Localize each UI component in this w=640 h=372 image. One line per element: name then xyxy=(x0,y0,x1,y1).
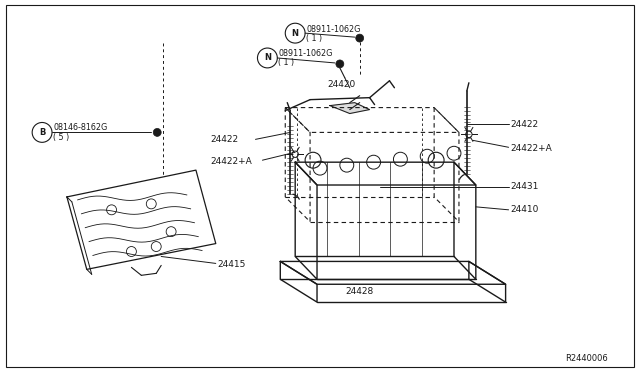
Text: ( 5 ): ( 5 ) xyxy=(53,133,69,142)
Text: R2440006: R2440006 xyxy=(565,354,608,363)
Text: 08911-1062G: 08911-1062G xyxy=(278,49,333,58)
Text: 24422+A: 24422+A xyxy=(511,144,552,153)
Text: ( 1 ): ( 1 ) xyxy=(278,58,294,67)
Text: 24415: 24415 xyxy=(218,260,246,269)
Text: 24428: 24428 xyxy=(346,287,374,296)
Text: 24431: 24431 xyxy=(511,183,539,192)
Text: 24420: 24420 xyxy=(327,80,355,89)
Text: N: N xyxy=(292,29,299,38)
Text: 08146-8162G: 08146-8162G xyxy=(53,123,108,132)
Circle shape xyxy=(356,34,364,42)
Circle shape xyxy=(153,128,161,137)
Text: 24422: 24422 xyxy=(511,120,539,129)
Text: 24410: 24410 xyxy=(511,205,539,214)
Text: B: B xyxy=(39,128,45,137)
Text: 08911-1062G: 08911-1062G xyxy=(306,25,360,34)
Text: N: N xyxy=(264,54,271,62)
Text: ( 1 ): ( 1 ) xyxy=(306,33,322,43)
Text: 24422+A: 24422+A xyxy=(211,157,253,166)
Polygon shape xyxy=(330,103,370,113)
Circle shape xyxy=(336,60,344,68)
Text: 24422: 24422 xyxy=(211,135,239,144)
